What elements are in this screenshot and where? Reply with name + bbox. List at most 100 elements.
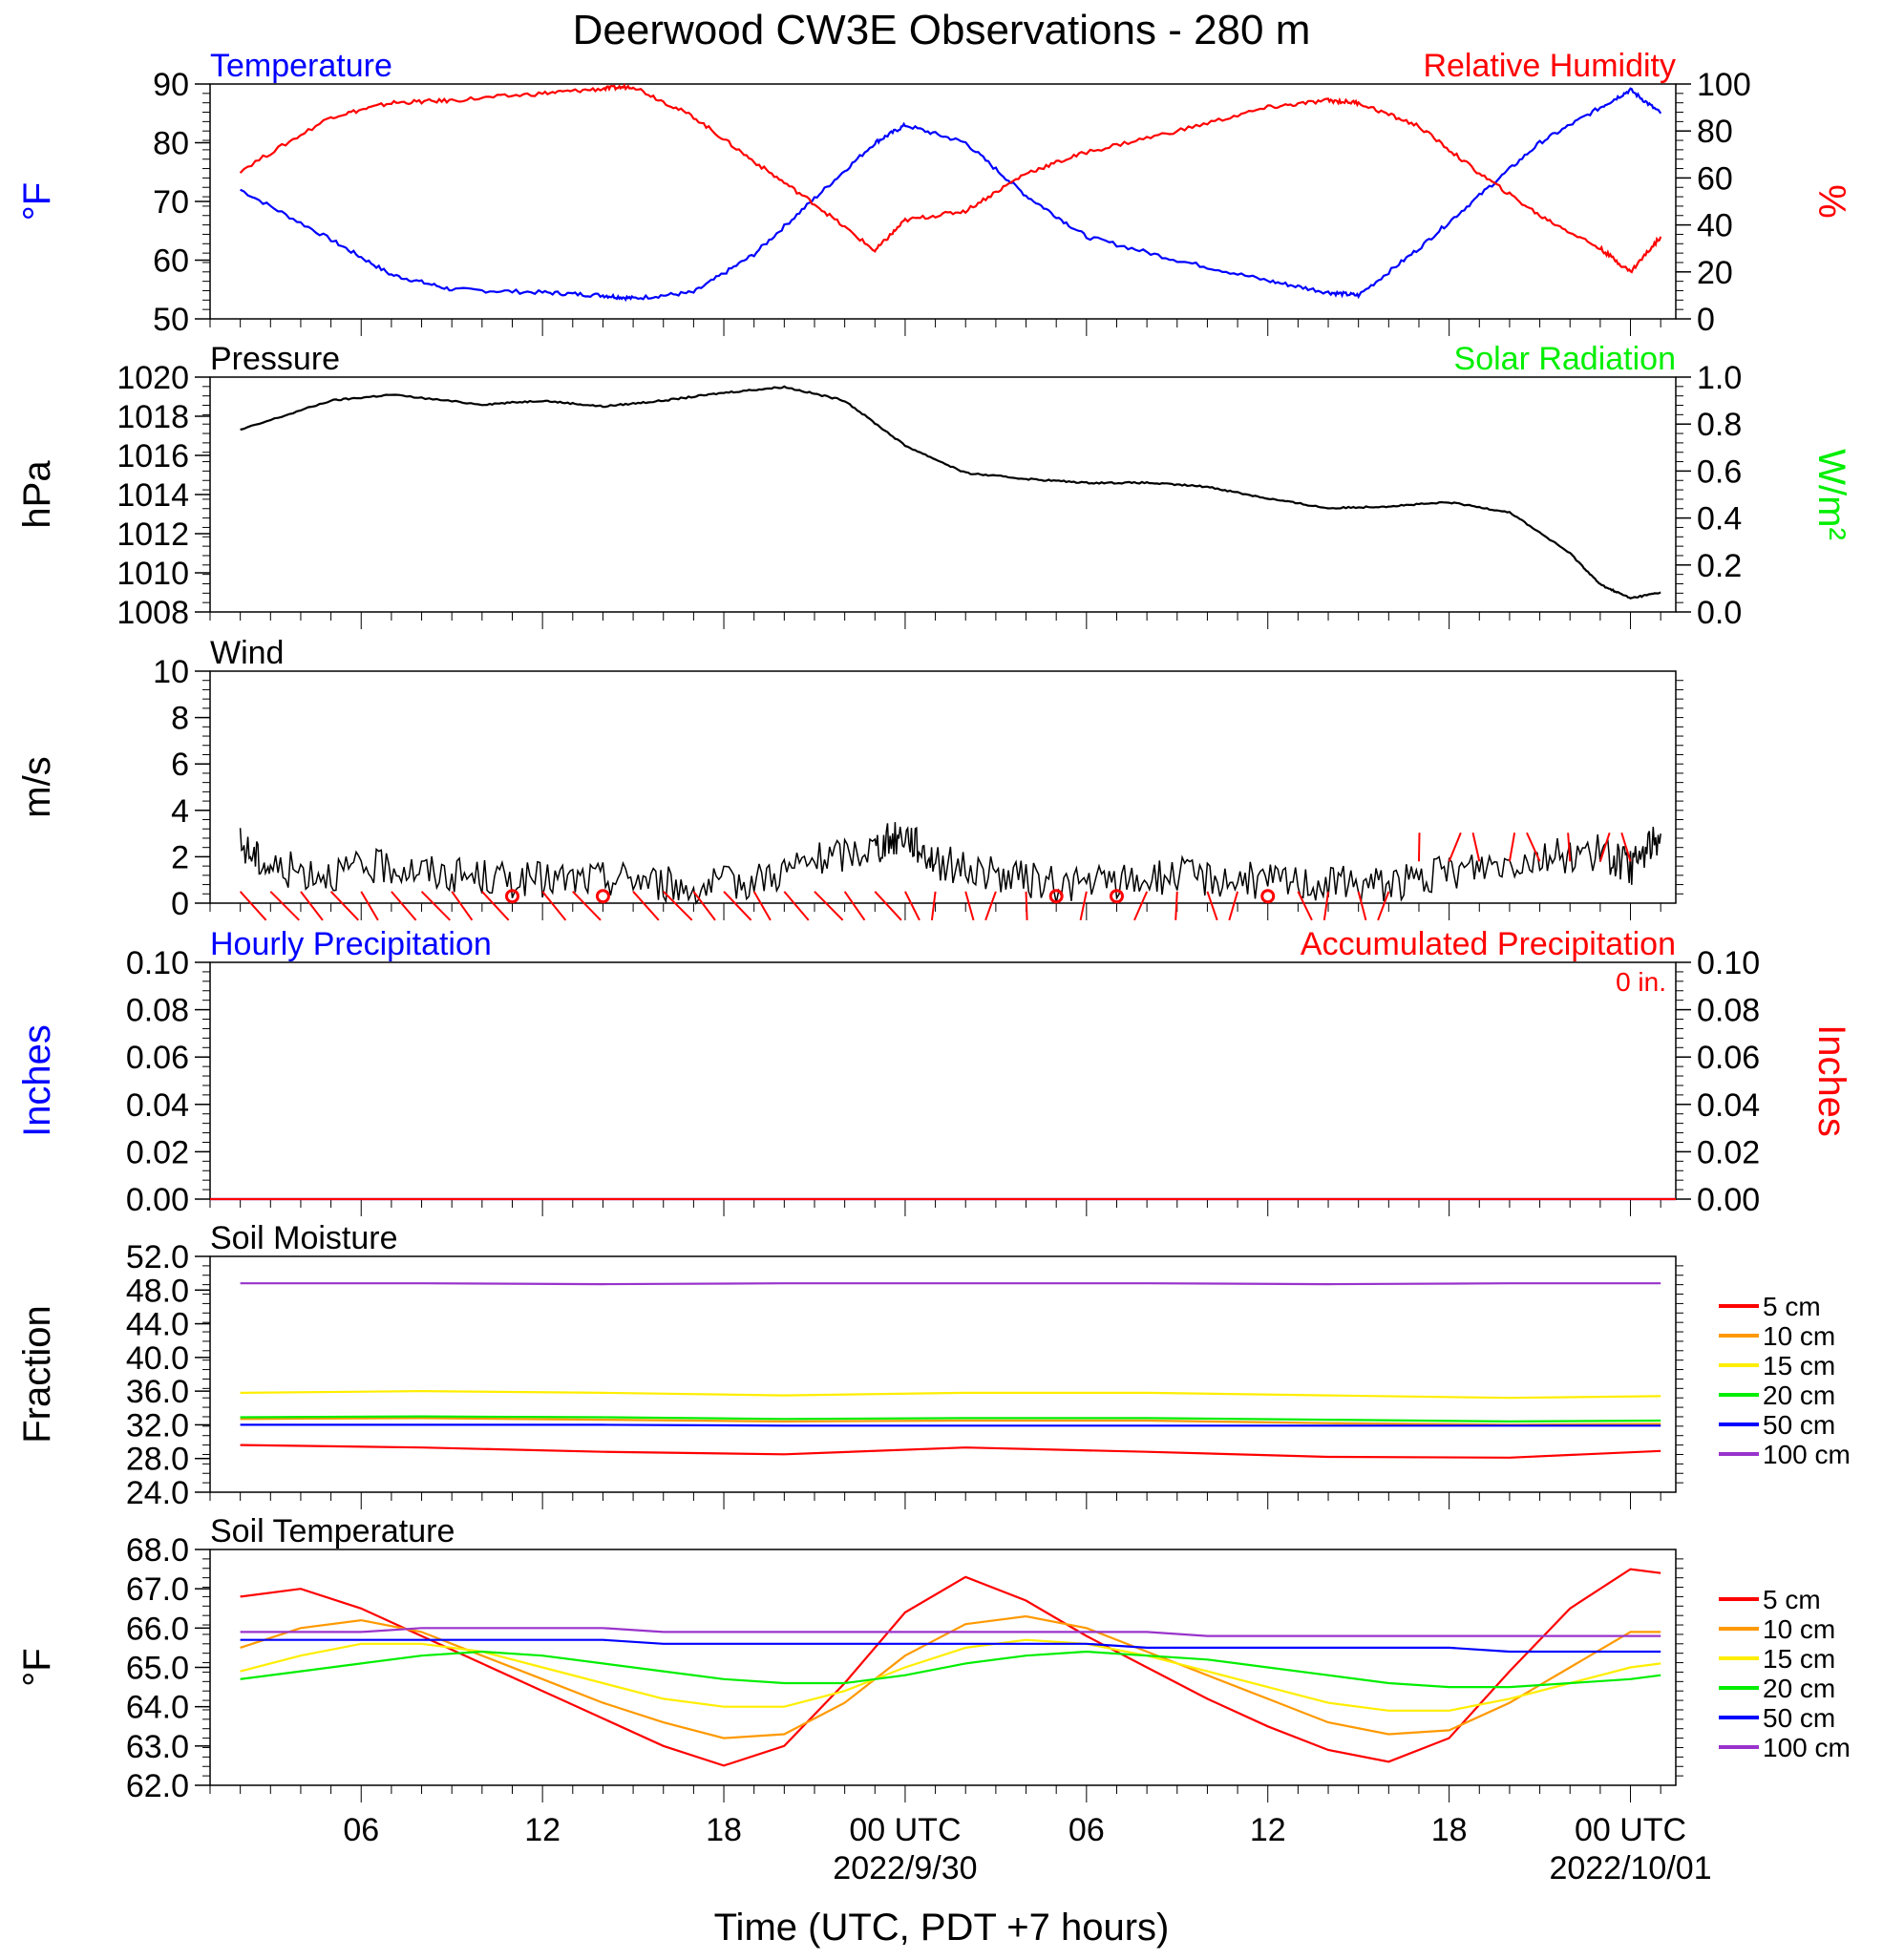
y-axis-label: hPa — [16, 460, 58, 529]
y-tick-label: 0.08 — [126, 993, 189, 1029]
x-tick-label: 12 — [1250, 1812, 1286, 1848]
wind-barb — [1174, 891, 1178, 920]
y-right-tick-label: 0.4 — [1697, 501, 1742, 537]
wind-barb — [843, 891, 866, 921]
panel-soil_moisture: 24.028.032.036.040.044.048.052.0 Soil Moi… — [16, 1220, 1851, 1511]
y-right-tick-label: 0.6 — [1697, 453, 1742, 490]
y-tick-label: 90 — [153, 67, 189, 103]
wind-barb — [451, 891, 474, 921]
wind-barb — [1448, 832, 1462, 862]
x-tick-label: 18 — [706, 1812, 742, 1848]
y-axis-label: °F — [16, 1648, 58, 1686]
series-line-soil_temp-4 — [240, 1638, 1661, 1654]
plot-frame — [209, 961, 1677, 1200]
y-tick-label: 0.10 — [126, 945, 189, 981]
panel-wind: 0 2 4 6 8 10 Wind m/s — [16, 635, 1683, 922]
wind-barb — [239, 891, 267, 921]
wind-barb — [481, 891, 510, 921]
y-tick-label: 52.0 — [126, 1239, 189, 1275]
panel-title-right: Relative Humidity — [1423, 48, 1676, 84]
legend-label: 5 cm — [1763, 1292, 1821, 1321]
wind-barb — [1598, 832, 1611, 862]
wind-barb — [692, 891, 716, 921]
x-axis-label: Time (UTC, PDT +7 hours) — [714, 1907, 1170, 1949]
y-right-tick-label: 0.04 — [1697, 1087, 1760, 1124]
y-right-tick-label: 80 — [1697, 114, 1733, 150]
y-tick-label: 62.0 — [126, 1768, 189, 1804]
legend-label: 100 cm — [1763, 1440, 1851, 1469]
y-tick-label: 1014 — [116, 477, 189, 514]
y-tick-label: 48.0 — [126, 1273, 189, 1309]
panel-title-left: Temperature — [210, 48, 392, 84]
y-tick-label: 2 — [171, 839, 189, 875]
wind-barb — [360, 891, 379, 921]
legend-label: 10 cm — [1763, 1614, 1835, 1644]
y-right-tick-label: 1.0 — [1697, 360, 1742, 396]
wind-barb — [420, 891, 451, 921]
y-axis-label: m/s — [16, 756, 58, 817]
wind-barb — [1228, 891, 1239, 921]
legend-label: 50 cm — [1763, 1703, 1835, 1733]
y-right-tick-label: 0.0 — [1697, 595, 1742, 631]
x-tick-date-label: 2022/9/30 — [833, 1850, 977, 1886]
series-line-soil_moisture-5 — [240, 1282, 1661, 1286]
y-tick-label: 0 — [171, 886, 189, 922]
annotation-label: 0 in. — [1616, 967, 1666, 997]
wind-barb — [814, 891, 844, 921]
panel-temp_rh: 50 60 70 80 90 0 20 40 60 80 100 Temperature Relativ… — [16, 48, 1852, 338]
x-tick-label: 18 — [1431, 1812, 1468, 1848]
y-tick-label: 28.0 — [126, 1442, 189, 1478]
y-tick-label: 0.00 — [126, 1182, 189, 1218]
y-right-tick-label: 0.02 — [1697, 1134, 1760, 1170]
y-tick-label: 63.0 — [126, 1729, 189, 1765]
x-tick-label: 00 UTC — [1575, 1812, 1686, 1848]
panel-precip: 0.00 0.02 0.04 0.06 0.08 0.10 0.00 0.02 0.04 0.06… — [16, 926, 1852, 1218]
series-line-soil_moisture-2 — [240, 1389, 1661, 1400]
series-line-wind-0 — [239, 822, 1661, 906]
wind-barb — [984, 891, 997, 921]
y-tick-label: 0.06 — [126, 1040, 189, 1076]
wind-barb — [1297, 891, 1313, 921]
plot-frame — [209, 670, 1677, 904]
wind-barb — [783, 891, 810, 921]
legend-label: 20 cm — [1763, 1674, 1835, 1703]
legend-label: 100 cm — [1763, 1733, 1851, 1762]
y-right-tick-label: 0.10 — [1697, 945, 1760, 981]
y-tick-label: 6 — [171, 747, 189, 783]
series-line-temp_rh-1 — [239, 83, 1662, 274]
y-tick-label: 32.0 — [126, 1407, 189, 1444]
wind-calm-marker — [1260, 889, 1276, 904]
legend-label: 20 cm — [1763, 1380, 1835, 1410]
legend-label: 15 cm — [1763, 1644, 1835, 1674]
legend-label: 50 cm — [1763, 1410, 1835, 1440]
wind-barb — [329, 891, 360, 921]
y-right-tick-label: 0.8 — [1697, 407, 1742, 443]
y-tick-label: 60 — [153, 243, 189, 280]
y-right-tick-label: 100 — [1697, 67, 1751, 103]
wind-barb — [1526, 832, 1541, 862]
wind-barb — [1357, 891, 1367, 921]
series-line-soil_temp-5 — [240, 1627, 1661, 1637]
series-line-temp_rh-0 — [240, 87, 1662, 303]
y-right-tick-label: 20 — [1697, 255, 1733, 291]
legend-label: 10 cm — [1763, 1321, 1835, 1351]
y-tick-label: 4 — [171, 793, 189, 830]
y-tick-label: 44.0 — [126, 1307, 189, 1343]
wind-barb — [1377, 891, 1390, 921]
wind-barb — [541, 891, 567, 921]
wind-barb — [1322, 891, 1330, 920]
wind-barb — [632, 891, 660, 921]
panel-title-left: Soil Moisture — [210, 1220, 398, 1256]
y-tick-label: 1012 — [116, 516, 189, 553]
wind-barb — [904, 891, 920, 921]
panel-title-left: Pressure — [210, 341, 340, 377]
wind-barb — [752, 891, 772, 921]
x-tick-date-label: 2022/10/01 — [1549, 1850, 1711, 1886]
plot-frame — [209, 376, 1677, 613]
panel-soil_temp: 62.063.064.065.0 66.067.068.0 Soil Tempera… — [16, 1513, 1851, 1804]
y-tick-label: 65.0 — [126, 1651, 189, 1687]
y-tick-label: 67.0 — [126, 1571, 189, 1608]
